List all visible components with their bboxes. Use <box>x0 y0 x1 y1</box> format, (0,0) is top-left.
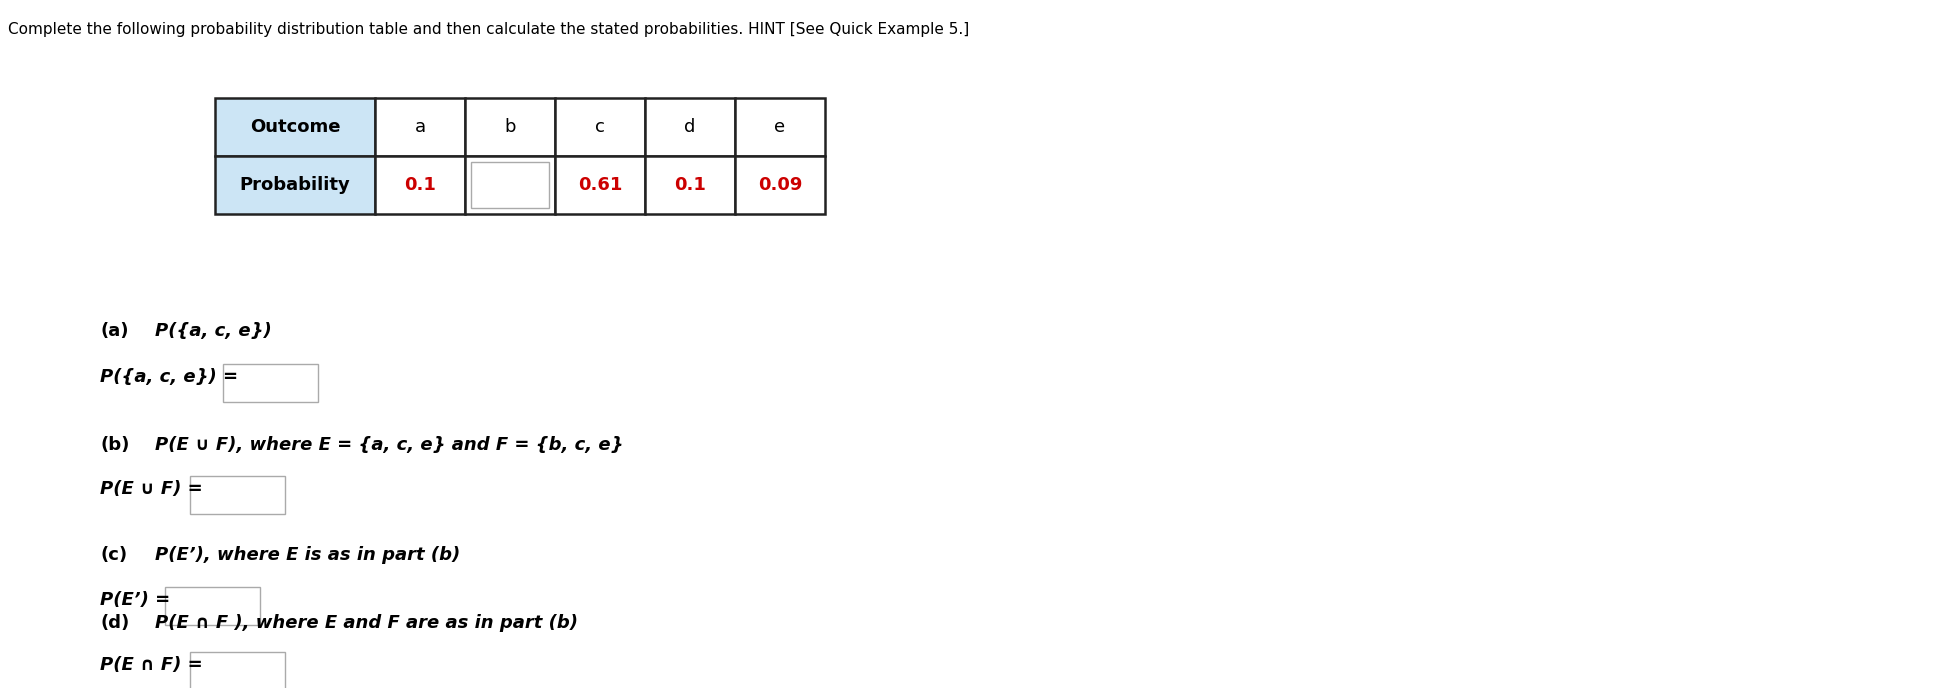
Bar <box>165 587 260 625</box>
Text: b: b <box>503 118 515 136</box>
Text: a: a <box>414 118 426 136</box>
Bar <box>465 98 554 156</box>
Bar <box>375 98 465 156</box>
Bar <box>465 156 554 214</box>
Text: (d): (d) <box>99 614 128 632</box>
Bar <box>191 476 286 514</box>
Text: P(E’) =: P(E’) = <box>99 591 171 609</box>
Text: 0.1: 0.1 <box>675 176 706 194</box>
Text: e: e <box>774 118 785 136</box>
Text: 0.09: 0.09 <box>758 176 803 194</box>
Text: P(E ∪ F), where E = {a, c, e} and F = {b, c, e}: P(E ∪ F), where E = {a, c, e} and F = {b… <box>156 436 624 454</box>
Bar <box>216 156 375 214</box>
Text: P(E ∩ F) =: P(E ∩ F) = <box>99 656 202 674</box>
Text: c: c <box>595 118 605 136</box>
Bar <box>735 98 824 156</box>
Text: Probability: Probability <box>239 176 350 194</box>
Text: P(E ∩ F ), where E and F are as in part (b): P(E ∩ F ), where E and F are as in part … <box>156 614 577 632</box>
Bar <box>735 156 824 214</box>
Bar <box>191 652 286 688</box>
Bar <box>224 364 317 402</box>
Bar <box>645 156 735 214</box>
Bar <box>554 98 645 156</box>
Text: 0.61: 0.61 <box>577 176 622 194</box>
Bar <box>470 162 548 208</box>
Text: (a): (a) <box>99 322 128 340</box>
Text: d: d <box>684 118 696 136</box>
Text: (b): (b) <box>99 436 130 454</box>
Text: Outcome: Outcome <box>249 118 340 136</box>
Bar <box>216 98 375 156</box>
Bar <box>645 98 735 156</box>
Text: P({a, c, e}): P({a, c, e}) <box>156 322 272 340</box>
Text: (c): (c) <box>99 546 126 564</box>
Text: P(E’), where E is as in part (b): P(E’), where E is as in part (b) <box>156 546 461 564</box>
Text: 0.1: 0.1 <box>404 176 435 194</box>
Bar <box>554 156 645 214</box>
Text: Complete the following probability distribution table and then calculate the sta: Complete the following probability distr… <box>8 22 970 37</box>
Text: P(E ∪ F) =: P(E ∪ F) = <box>99 480 202 498</box>
Bar <box>375 156 465 214</box>
Text: P({a, c, e}) =: P({a, c, e}) = <box>99 368 237 386</box>
